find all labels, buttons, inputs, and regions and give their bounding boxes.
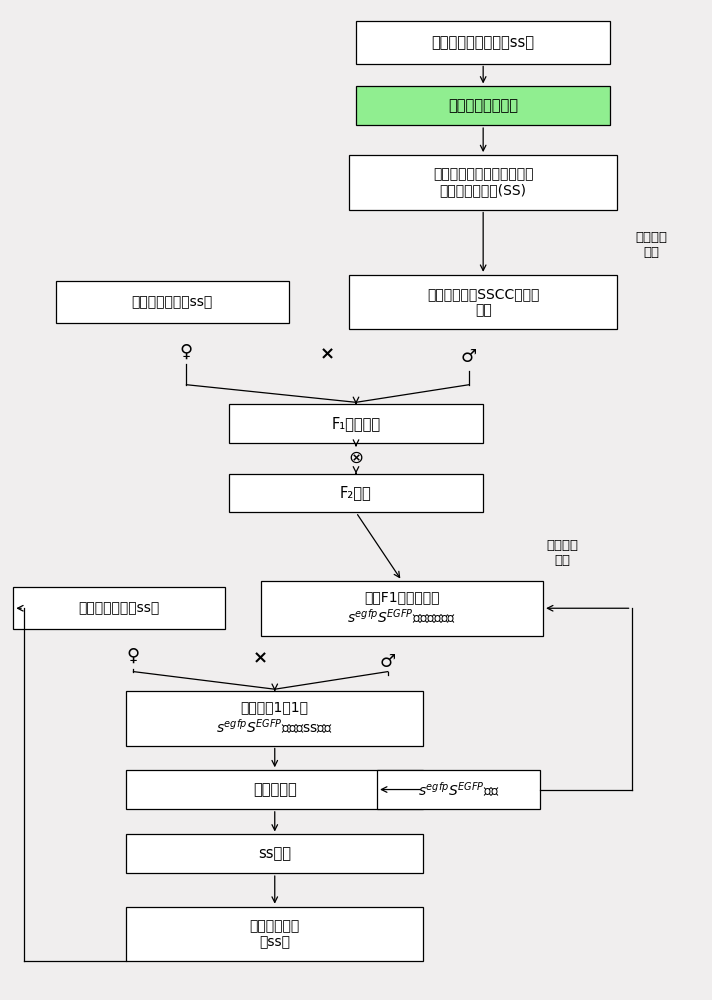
FancyBboxPatch shape — [377, 770, 540, 809]
Text: 色选机分选: 色选机分选 — [253, 782, 297, 797]
Text: 普通核不育系（ss）: 普通核不育系（ss） — [132, 295, 213, 309]
Text: ♀: ♀ — [127, 647, 140, 665]
FancyBboxPatch shape — [356, 86, 610, 125]
FancyBboxPatch shape — [14, 587, 225, 629]
Text: 留选F1中基因型为
$s^{egfp}S^{EGFP}$的工程保持系: 留选F1中基因型为 $s^{egfp}S^{EGFP}$的工程保持系 — [347, 590, 456, 626]
FancyBboxPatch shape — [261, 581, 543, 636]
Text: ⊗: ⊗ — [348, 449, 364, 467]
FancyBboxPatch shape — [349, 275, 617, 329]
Text: 获得接近1：1的
$s^{egfp}S^{EGFP}$种子和ss种子: 获得接近1：1的 $s^{egfp}S^{EGFP}$种子和ss种子 — [216, 700, 333, 736]
Text: F₂群体: F₂群体 — [340, 485, 372, 500]
Text: 遗传连锁
分析: 遗传连锁 分析 — [547, 539, 579, 567]
Text: ×: × — [253, 650, 268, 668]
Text: 普通核不育系
（ss）: 普通核不育系 （ss） — [250, 919, 300, 949]
FancyBboxPatch shape — [127, 907, 423, 961]
Text: 普通核不育系（ss）: 普通核不育系（ss） — [79, 601, 160, 615]
FancyBboxPatch shape — [127, 834, 423, 873]
FancyBboxPatch shape — [356, 21, 610, 64]
Text: ♀: ♀ — [180, 342, 193, 360]
Text: 获得基因型为SSCC的纯合
株系: 获得基因型为SSCC的纯合 株系 — [427, 287, 540, 317]
Text: 自交繁殖
多代: 自交繁殖 多代 — [635, 231, 667, 259]
Text: 选育普通核不育系（ss）: 选育普通核不育系（ss） — [431, 35, 535, 50]
Text: ♂: ♂ — [461, 348, 477, 366]
Text: 构建双元表达载体: 构建双元表达载体 — [448, 98, 518, 113]
Text: F₁杂合种子: F₁杂合种子 — [332, 416, 380, 431]
FancyBboxPatch shape — [56, 281, 289, 323]
Text: 双元表达载体转化普通核不
育系的来源亲本(SS): 双元表达载体转化普通核不 育系的来源亲本(SS) — [433, 167, 533, 197]
Text: ♂: ♂ — [379, 653, 396, 671]
FancyBboxPatch shape — [229, 474, 483, 512]
FancyBboxPatch shape — [127, 770, 423, 809]
Text: ss种子: ss种子 — [258, 846, 291, 861]
Text: $s^{egfp}S^{EGFP}$种子: $s^{egfp}S^{EGFP}$种子 — [418, 780, 499, 799]
Text: ×: × — [320, 345, 335, 363]
FancyBboxPatch shape — [229, 404, 483, 443]
FancyBboxPatch shape — [127, 691, 423, 746]
FancyBboxPatch shape — [349, 155, 617, 210]
